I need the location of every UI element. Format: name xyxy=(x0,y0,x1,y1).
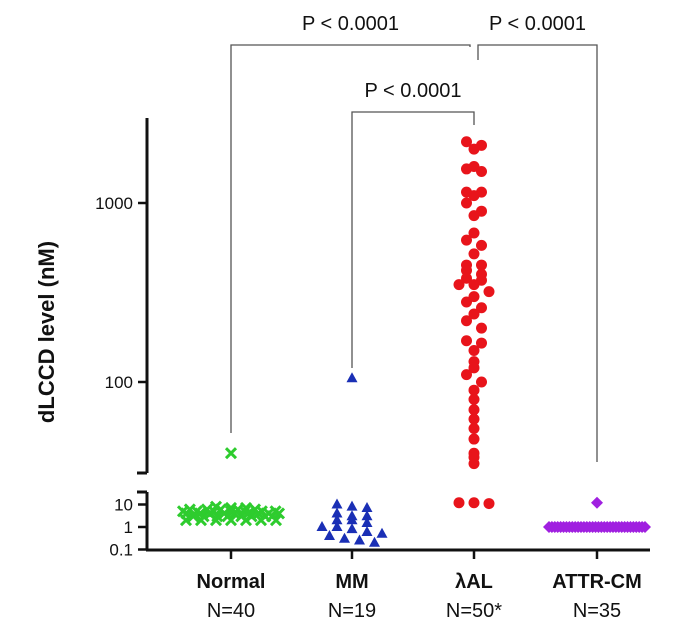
x-tick-label: λAL xyxy=(455,571,493,593)
y-tick-label: 1 xyxy=(124,518,133,537)
significance-bracket xyxy=(351,111,475,368)
p-value-label: P < 0.0001 xyxy=(302,13,399,35)
data-point xyxy=(468,422,480,434)
data-point xyxy=(468,433,480,445)
data-point xyxy=(331,514,343,525)
data-point xyxy=(468,393,480,405)
y-tick-label: 0.1 xyxy=(109,541,133,560)
data-point xyxy=(461,136,472,148)
data-point xyxy=(468,362,480,374)
data-point xyxy=(476,239,487,251)
data-point xyxy=(476,322,487,334)
data-point xyxy=(468,210,480,222)
data-point xyxy=(361,525,373,536)
x-tick-label: MM xyxy=(335,571,368,593)
data-point xyxy=(468,404,480,416)
data-point xyxy=(224,514,238,527)
data-point xyxy=(331,521,343,531)
data-point xyxy=(346,514,358,525)
data-point xyxy=(461,315,472,327)
n-label: N=35 xyxy=(573,600,621,622)
data-point xyxy=(272,507,286,520)
data-point xyxy=(254,514,268,527)
data-point xyxy=(453,279,465,291)
data-point xyxy=(468,279,480,291)
data-point xyxy=(331,498,343,509)
data-point xyxy=(639,521,651,533)
p-value-label: P < 0.0001 xyxy=(365,80,462,102)
data-point xyxy=(354,534,365,545)
data-point xyxy=(468,413,480,425)
data-point xyxy=(476,376,487,388)
data-point xyxy=(461,272,472,284)
data-point xyxy=(483,498,495,510)
significance-bracket xyxy=(230,44,471,433)
data-point xyxy=(483,286,495,298)
data-point xyxy=(239,514,253,527)
data-point xyxy=(346,372,358,383)
data-point xyxy=(361,510,373,521)
data-point xyxy=(476,337,487,349)
data-point xyxy=(468,458,480,470)
data-point xyxy=(461,296,472,308)
data-point xyxy=(346,500,358,511)
data-point xyxy=(361,517,373,528)
data-point xyxy=(468,344,480,356)
x-tick-label: Normal xyxy=(197,571,266,593)
significance-bracket xyxy=(477,44,598,462)
data-point xyxy=(224,447,238,460)
n-label: N=40 xyxy=(207,600,255,622)
data-point xyxy=(453,497,465,509)
data-point xyxy=(591,496,603,509)
data-point xyxy=(468,308,480,320)
data-point xyxy=(468,227,480,239)
y-tick-label: 10 xyxy=(114,496,133,515)
x-tick-label: ATTR-CM xyxy=(552,571,642,593)
p-value-label: P < 0.0001 xyxy=(489,13,586,35)
data-point xyxy=(461,335,472,347)
n-label: N=19 xyxy=(328,600,376,622)
data-point xyxy=(324,529,335,540)
data-point xyxy=(461,264,472,276)
data-point xyxy=(179,514,193,527)
data-point xyxy=(461,369,472,381)
data-point xyxy=(339,532,350,543)
data-point xyxy=(209,514,223,527)
y-tick-label: 1000 xyxy=(95,194,133,213)
data-point xyxy=(476,302,487,314)
data-point xyxy=(361,501,373,512)
data-point xyxy=(468,248,480,260)
data-point xyxy=(376,527,388,538)
data-point xyxy=(269,514,283,527)
y-axis-label: dLCCD level (nM) xyxy=(34,241,59,423)
data-point xyxy=(476,165,487,177)
data-point xyxy=(468,497,480,509)
data-point xyxy=(468,190,480,202)
data-point xyxy=(468,143,480,155)
data-point xyxy=(461,163,472,175)
data-point xyxy=(194,514,208,527)
data-point xyxy=(369,536,380,547)
y-tick-label: 100 xyxy=(105,373,133,392)
data-point xyxy=(461,234,472,246)
data-point xyxy=(331,507,343,518)
data-point xyxy=(476,259,487,271)
n-label: N=50* xyxy=(446,600,502,622)
data-point xyxy=(461,197,472,209)
data-point xyxy=(346,523,358,534)
data-point xyxy=(316,521,328,531)
data-point xyxy=(468,384,480,396)
